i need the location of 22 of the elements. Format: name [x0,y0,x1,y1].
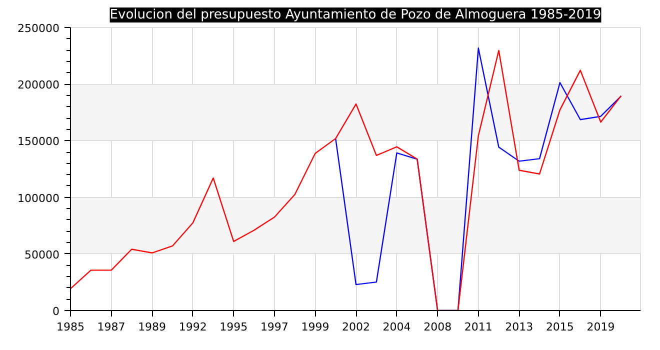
x-tick-label: 1985 [56,320,85,334]
x-tick-label: 1989 [138,320,166,334]
x-tick-label: 1995 [220,320,248,334]
y-tick-label: 50000 [24,248,60,262]
x-tick-label: 2015 [546,320,574,334]
x-tick-label: 2004 [382,320,411,334]
line-series [70,50,622,310]
x-tick-label: 2019 [586,320,615,334]
y-tick-label: 100000 [18,192,60,205]
x-tick-label: 2008 [424,320,452,334]
x-tick-label: 2002 [342,320,370,334]
x-tick-label: 1992 [178,320,207,334]
y-tick-label: 200000 [18,78,60,92]
x-tick-label: 2011 [464,320,492,334]
x-tick-label: 1987 [97,320,126,334]
x-tick-label: 2013 [505,320,534,334]
x-tick-label: 1997 [260,320,288,334]
y-tick-label: 250000 [18,22,60,35]
chart-title: Evolucion del presupuesto Ayuntamiento de Pozo de Almoguera 1985-2019 [110,8,602,22]
y-tick-label: 0 [52,305,60,318]
y-tick-label: 150000 [18,135,60,148]
x-tick-label: 1999 [301,320,330,334]
